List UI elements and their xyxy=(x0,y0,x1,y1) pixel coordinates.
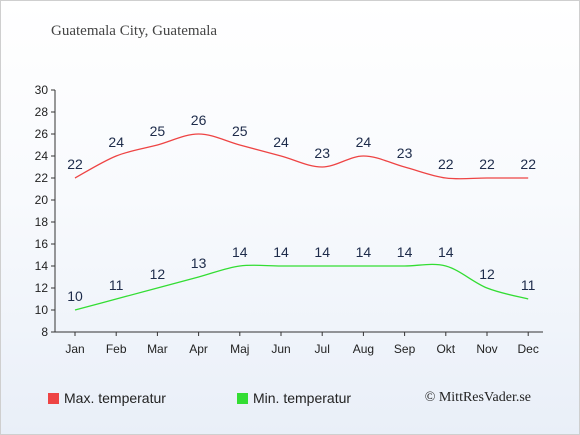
max-data-label: 22 xyxy=(479,156,495,172)
max-data-label: 22 xyxy=(520,156,536,172)
y-tick-label: 16 xyxy=(35,237,49,251)
x-tick-label: Jul xyxy=(315,342,330,356)
max-data-label: 22 xyxy=(67,156,83,172)
min-data-label: 11 xyxy=(521,277,536,293)
max-data-label: 24 xyxy=(273,134,289,150)
max-data-label: 25 xyxy=(232,123,248,139)
legend-swatch-min xyxy=(237,392,248,404)
x-tick-label: Feb xyxy=(106,342,127,356)
y-tick-label: 24 xyxy=(35,149,49,163)
chart-title: Guatemala City, Guatemala xyxy=(51,23,218,39)
min-data-label: 14 xyxy=(232,244,248,260)
min-data-label: 14 xyxy=(314,244,330,260)
max-data-label: 23 xyxy=(397,145,413,161)
max-data-label: 24 xyxy=(108,134,124,150)
y-tick-label: 30 xyxy=(35,83,49,97)
max-data-label: 24 xyxy=(356,134,372,150)
x-tick-label: Dec xyxy=(518,342,539,356)
y-tick-label: 28 xyxy=(35,105,49,119)
y-tick-label: 18 xyxy=(35,215,49,229)
credit-text: © MittResVader.se xyxy=(424,390,531,405)
max-data-label: 26 xyxy=(191,112,207,128)
x-tick-label: Jun xyxy=(271,342,290,356)
legend-label-max: Max. temperatur xyxy=(64,390,166,406)
min-data-label: 12 xyxy=(150,266,166,282)
y-tick-label: 10 xyxy=(35,303,49,317)
y-tick-label: 22 xyxy=(35,171,49,185)
y-tick-label: 26 xyxy=(35,127,49,141)
legend-swatch-max xyxy=(48,392,59,404)
x-tick-label: Sep xyxy=(394,342,416,356)
x-tick-label: Mar xyxy=(147,342,168,356)
x-tick-label: Okt xyxy=(436,342,455,356)
y-tick-label: 8 xyxy=(41,325,48,339)
legend-item-max: Max. temperatur xyxy=(48,390,166,406)
legend-item-min: Min. temperatur xyxy=(237,390,351,406)
min-data-label: 14 xyxy=(438,244,454,260)
min-data-label: 11 xyxy=(109,277,124,293)
max-data-label: 23 xyxy=(314,145,330,161)
min-data-label: 14 xyxy=(397,244,413,260)
max-data-label: 22 xyxy=(438,156,454,172)
min-data-label: 14 xyxy=(273,244,289,260)
min-data-label: 12 xyxy=(479,266,495,282)
x-tick-label: Jan xyxy=(65,342,84,356)
max-temperature-line xyxy=(74,133,529,180)
min-data-label: 13 xyxy=(191,255,207,271)
min-temperature-line xyxy=(74,263,529,311)
y-tick-label: 12 xyxy=(35,281,49,295)
legend-label-min: Min. temperatur xyxy=(253,390,352,406)
x-tick-label: Apr xyxy=(189,342,208,356)
min-data-label: 10 xyxy=(67,288,83,304)
max-data-label: 25 xyxy=(150,123,166,139)
y-tick-label: 14 xyxy=(35,259,49,273)
x-tick-label: Maj xyxy=(230,342,249,356)
x-tick-label: Nov xyxy=(476,342,497,356)
min-data-label: 14 xyxy=(356,244,372,260)
y-tick-label: 20 xyxy=(35,193,49,207)
x-tick-label: Aug xyxy=(353,342,374,356)
